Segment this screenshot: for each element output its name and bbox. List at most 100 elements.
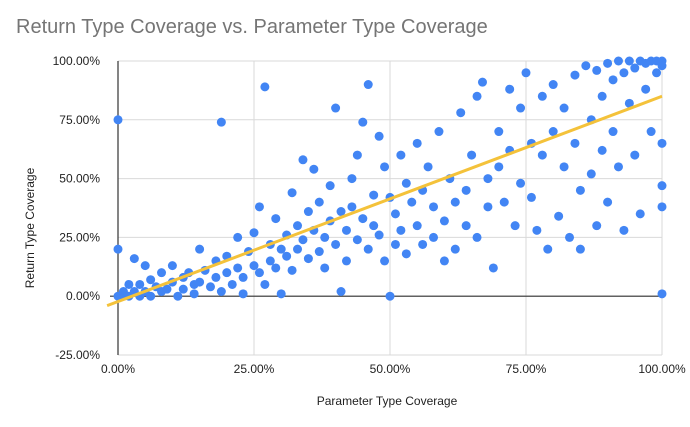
data-point [510,221,520,231]
x-tick-label: 100.00% [638,362,686,376]
data-point [581,61,591,71]
data-point [450,197,460,207]
data-point [146,275,156,285]
axes [110,61,662,355]
data-point [494,127,504,137]
y-tick-label: -25.00% [55,348,100,362]
data-point [216,286,226,296]
data-point [657,181,667,191]
data-point [592,221,602,231]
data-point [592,65,602,75]
chart-title: Return Type Coverage vs. Parameter Type … [16,16,488,38]
data-point [271,214,281,224]
data-point [488,263,498,273]
data-point [630,150,640,160]
data-point [167,261,177,271]
data-point [603,58,613,68]
data-point [390,239,400,249]
y-tick-label: 25.00% [59,230,100,244]
data-point [222,268,232,278]
data-point [537,91,547,101]
data-point [260,82,270,92]
data-point [608,75,618,85]
data-point [363,244,373,254]
data-point [374,131,384,141]
data-point [189,289,199,299]
data-point [314,247,324,257]
data-point [271,263,281,273]
data-point [380,162,390,172]
data-point [173,291,183,301]
data-point [162,284,172,294]
x-tick-labels: 0.00% 25.00% 50.00% 75.00% 100.00% [101,362,686,376]
data-point [396,150,406,160]
x-axis-title: Parameter Type Coverage [317,394,458,408]
data-point [146,291,156,301]
data-point [293,221,303,231]
data-point [249,228,259,238]
data-point [483,174,493,184]
data-point [195,277,205,287]
data-point [439,256,449,266]
data-point [565,232,575,242]
data-point [282,251,292,261]
data-point [657,61,667,71]
data-point [434,127,444,137]
data-point [320,263,330,273]
data-point [341,256,351,266]
data-point [380,256,390,266]
data-point [505,84,515,94]
data-point [603,197,613,207]
data-point [320,232,330,242]
data-point [369,221,379,231]
data-point [516,103,526,113]
data-point [652,68,662,78]
data-point [336,286,346,296]
data-point [532,225,542,235]
y-tick-label: 0.00% [66,289,100,303]
data-point [624,98,634,108]
data-point [657,202,667,212]
data-point [135,279,145,289]
data-point [619,225,629,235]
data-point [499,197,509,207]
data-point [276,244,286,254]
data-point [314,197,324,207]
data-point [358,214,368,224]
data-point [195,244,205,254]
data-point [233,263,243,273]
data-point [303,207,313,217]
data-point [205,282,215,292]
data-point [331,239,341,249]
data-point [608,127,618,137]
data-point [575,244,585,254]
x-tick-label: 0.00% [101,362,135,376]
y-tick-label: 50.00% [59,172,100,186]
data-point [276,289,286,299]
data-point [630,63,640,73]
data-point [635,209,645,219]
data-point [390,209,400,219]
data-point [325,181,335,191]
data-point [412,221,422,231]
x-tick-label: 25.00% [234,362,275,376]
data-point [472,91,482,101]
data-point [559,103,569,113]
trendline [106,94,663,308]
y-tick-labels: -25.00% 0.00% 25.00% 50.00% 75.00% 100.00% [53,54,101,362]
data-point [157,268,167,278]
data-point [113,244,123,254]
data-point [347,202,357,212]
data-point [347,174,357,184]
data-point [287,188,297,198]
data-point [657,289,667,299]
data-point [374,230,384,240]
data-point [429,202,439,212]
data-point [140,261,150,271]
data-point [358,117,368,127]
x-tick-label: 50.00% [370,362,411,376]
data-point [124,279,134,289]
gridlines [118,60,663,356]
data-point [641,84,651,94]
data-point [352,150,362,160]
